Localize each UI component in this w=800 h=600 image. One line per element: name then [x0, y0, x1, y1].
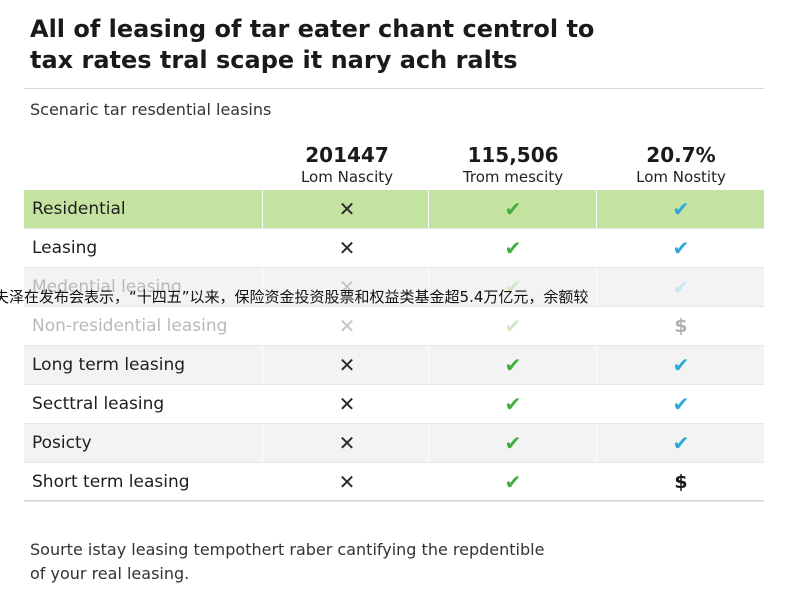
- table-row: Non-residential leasing ✕ ✔ $: [24, 307, 764, 346]
- x-mark-icon: ✕: [338, 470, 356, 494]
- column-separator: [428, 385, 429, 423]
- column-2-label: Trom mescity: [462, 168, 564, 186]
- row-label: Non-residential leasing: [32, 316, 228, 336]
- row-label: Posicty: [32, 433, 92, 453]
- check-icon: ✔: [504, 470, 522, 494]
- check-icon: ✔: [504, 314, 522, 338]
- x-mark-icon: ✕: [338, 236, 356, 260]
- overlay-caption: 夫泽在发布会表示，“十四五”以来，保险资金投资股票和权益类基金超5.4万亿元，余…: [0, 285, 800, 309]
- column-separator: [262, 463, 263, 501]
- column-separator: [262, 346, 263, 384]
- overlay-caption-text: 夫泽在发布会表示，“十四五”以来，保险资金投资股票和权益类基金超5.4万亿元，余…: [0, 288, 589, 306]
- column-separator: [596, 346, 597, 384]
- title-line-1: All of leasing of tar eater chant centro…: [30, 15, 595, 43]
- column-separator: [428, 424, 429, 462]
- table-row: Short term leasing ✕ ✔ $: [24, 463, 764, 502]
- column-3-label: Lom Nostity: [636, 168, 726, 186]
- column-header-1: 201447 Lom Nascity: [262, 142, 432, 186]
- check-icon: ✔: [504, 236, 522, 260]
- dollar-icon: $: [674, 315, 688, 337]
- page-title: All of leasing of tar eater chant centro…: [30, 14, 790, 76]
- column-header-2: 115,506 Trom mescity: [428, 142, 598, 186]
- column-separator: [262, 424, 263, 462]
- x-mark-icon: ✕: [338, 353, 356, 377]
- column-separator: [596, 229, 597, 267]
- section-subtitle: Scenaric tar resdential leasins: [30, 100, 272, 119]
- column-1-label: Lom Nascity: [300, 168, 394, 186]
- x-mark-icon: ✕: [338, 275, 356, 299]
- x-mark-icon: ✕: [338, 431, 356, 455]
- row-label: Leasing: [32, 238, 98, 258]
- table-row: Medential leasing ✕ ✔ ✔: [24, 268, 764, 307]
- column-separator: [428, 346, 429, 384]
- column-3-value: 20.7%: [646, 143, 716, 167]
- column-1-value: 201447: [305, 143, 389, 167]
- check-icon: ✔: [672, 431, 690, 455]
- column-separator: [596, 268, 597, 306]
- row-label: Short term leasing: [32, 472, 190, 492]
- footnote-line-2: of your real leasing.: [30, 564, 190, 583]
- check-icon: ✔: [672, 236, 690, 260]
- comparison-table: Residential ✕ ✔ ✔ Leasing ✕ ✔ ✔ Medential leasin…: [24, 190, 764, 502]
- column-separator: [596, 307, 597, 345]
- top-divider: [24, 88, 764, 89]
- column-separator: [262, 307, 263, 345]
- column-separator: [428, 463, 429, 501]
- table-row: Residential ✕ ✔ ✔: [24, 190, 764, 229]
- table-row: Secttral leasing ✕ ✔ ✔: [24, 385, 764, 424]
- x-mark-icon: ✕: [338, 314, 356, 338]
- row-label: Long term leasing: [32, 355, 186, 375]
- footnote-line-1: Sourte istay leasing tempothert raber ca…: [30, 540, 545, 559]
- table-row: Posicty ✕ ✔ ✔: [24, 424, 764, 463]
- column-separator: [262, 229, 263, 267]
- column-separator: [428, 190, 429, 228]
- column-header-3: 20.7% Lom Nostity: [596, 142, 766, 186]
- footnote: Sourte istay leasing tempothert raber ca…: [30, 538, 770, 586]
- check-icon: ✔: [672, 275, 690, 299]
- dollar-icon: $: [674, 471, 688, 493]
- check-icon: ✔: [504, 197, 522, 221]
- column-2-value: 115,506: [467, 143, 559, 167]
- column-separator: [596, 190, 597, 228]
- column-separator: [262, 190, 263, 228]
- column-separator: [596, 385, 597, 423]
- column-separator: [262, 385, 263, 423]
- row-label: Medential leasing: [32, 277, 182, 297]
- check-icon: ✔: [504, 275, 522, 299]
- check-icon: ✔: [672, 197, 690, 221]
- check-icon: ✔: [504, 392, 522, 416]
- column-separator: [428, 307, 429, 345]
- x-mark-icon: ✕: [338, 197, 356, 221]
- table-row: Long term leasing ✕ ✔ ✔: [24, 346, 764, 385]
- title-line-2: tax rates tral scape it nary ach ralts: [30, 46, 518, 74]
- check-icon: ✔: [672, 353, 690, 377]
- check-icon: ✔: [504, 431, 522, 455]
- table-row: Leasing ✕ ✔ ✔: [24, 229, 764, 268]
- column-separator: [262, 268, 263, 306]
- x-mark-icon: ✕: [338, 392, 356, 416]
- column-separator: [428, 229, 429, 267]
- column-separator: [596, 424, 597, 462]
- row-label: Secttral leasing: [32, 394, 165, 414]
- check-icon: ✔: [672, 392, 690, 416]
- column-separator: [596, 463, 597, 501]
- check-icon: ✔: [504, 353, 522, 377]
- table-bottom-divider: [24, 500, 764, 501]
- row-label: Residential: [32, 199, 126, 219]
- column-separator: [428, 268, 429, 306]
